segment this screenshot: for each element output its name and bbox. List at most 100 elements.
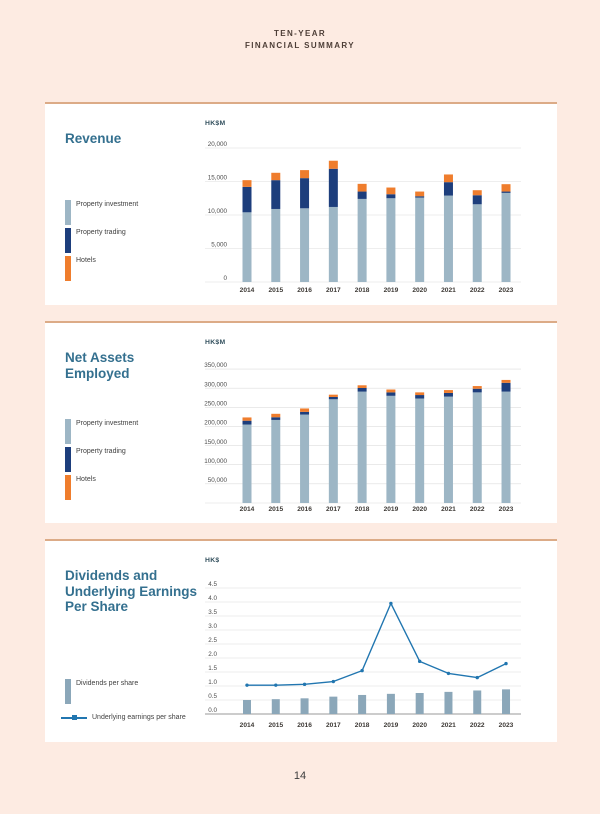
bar-segment xyxy=(443,195,453,282)
x-tick-label: 2017 xyxy=(326,287,341,294)
y-tick-label: 300,000 xyxy=(204,381,227,388)
chart-title-dividends-eps: Dividends and Underlying Earnings Per Sh… xyxy=(65,568,198,615)
net-assets-stacked-bar-chart: 50,000 100,000 150,000 200,000 250,000 300,00… xyxy=(204,362,521,513)
bar-segment xyxy=(386,395,396,503)
x-tick-label: 2019 xyxy=(384,287,399,294)
bar-segment xyxy=(501,184,511,192)
bar-segment xyxy=(415,693,424,714)
bar-segment xyxy=(473,690,482,714)
bar-segment xyxy=(501,379,511,383)
bar-segment xyxy=(300,698,309,714)
bar-segment xyxy=(443,396,453,503)
x-tick-label: 2017 xyxy=(326,506,341,513)
x-tick-label: 2021 xyxy=(441,722,456,729)
bar-segment xyxy=(357,191,367,199)
legend-item-property-investment: Property investment xyxy=(65,419,138,444)
bar-segment xyxy=(357,198,367,282)
data-point-marker xyxy=(475,675,479,680)
data-point-marker xyxy=(274,683,278,687)
bar-segment xyxy=(415,197,425,282)
x-tick-label: 2019 xyxy=(384,722,399,729)
y-tick-label: 200,000 xyxy=(204,420,227,427)
bar-segment xyxy=(242,424,252,503)
bar-segment xyxy=(328,206,338,282)
y-tick-label: 10,000 xyxy=(208,208,228,215)
bar-segment xyxy=(472,388,482,393)
data-point-marker xyxy=(389,601,393,606)
legend-item-property-trading: Property trading xyxy=(65,447,138,472)
x-tick-label: 2015 xyxy=(268,287,283,294)
y-tick-label: 4.0 xyxy=(208,595,217,602)
y-tick-label: 250,000 xyxy=(204,401,227,408)
chart-card-net-assets: Net Assets Employed HK$M Property invest… xyxy=(45,321,557,523)
x-tick-label: 2020 xyxy=(412,506,427,513)
bar-segment xyxy=(415,395,425,399)
bar-segment xyxy=(328,394,338,397)
x-tick-label: 2020 xyxy=(412,287,427,294)
y-tick-label: 1.0 xyxy=(208,679,217,686)
dividends-eps-bar-line-chart: 0.0 0.5 1.0 1.5 2.0 2.5 3.0 3.5 4.0 4.5 2014 2015 20… xyxy=(205,581,521,729)
legend-label: Property trading xyxy=(76,448,126,455)
bar-segment xyxy=(300,408,310,412)
legend-net-assets: Property investment Property trading Hot… xyxy=(65,419,138,500)
bar-segment xyxy=(271,699,280,714)
legend-swatch-property-investment xyxy=(65,419,71,444)
bar-segment xyxy=(443,182,453,196)
bar-segment xyxy=(357,385,367,388)
bar-segment xyxy=(472,190,482,196)
chart-card-revenue: Revenue HK$M Property investment Propert… xyxy=(45,102,557,305)
bar-segment xyxy=(328,396,338,400)
x-tick-label: 2018 xyxy=(355,722,370,729)
page-header: TEN-YEAR FINANCIAL SUMMARY xyxy=(0,28,600,52)
bar-segment xyxy=(501,192,511,282)
x-tick-label: 2022 xyxy=(470,506,485,513)
legend-item-property-investment: Property investment xyxy=(65,200,138,225)
x-tick-label: 2016 xyxy=(297,506,312,513)
bar-segment xyxy=(328,168,338,207)
legend-swatch-hotels xyxy=(65,475,71,500)
x-tick-label: 2017 xyxy=(326,722,341,729)
x-tick-label: 2019 xyxy=(384,506,399,513)
data-point-marker xyxy=(331,679,336,684)
y-tick-label: 50,000 xyxy=(208,477,228,484)
legend-swatch-property-trading xyxy=(65,447,71,472)
revenue-stacked-bar-chart: 0 5,000 10,000 15,000 20,000 2014 2015 2016 2017… xyxy=(205,141,521,294)
legend-swatch-hotels xyxy=(65,256,71,281)
y-axis-unit-dividends-eps: HK$ xyxy=(205,557,220,564)
bar-segment xyxy=(271,413,281,418)
x-tick-label: 2015 xyxy=(268,506,283,513)
legend-label: Property trading xyxy=(76,229,126,236)
data-point-marker xyxy=(417,659,422,664)
bar-segment xyxy=(358,694,367,714)
bar-segment xyxy=(386,693,395,714)
y-tick-label: 0 xyxy=(223,275,227,282)
bar-segment xyxy=(386,187,396,195)
bar-segment xyxy=(271,180,281,209)
bar-segment xyxy=(415,392,425,396)
legend-label: Hotels xyxy=(76,257,96,264)
bar-segment xyxy=(357,391,367,503)
data-point-marker xyxy=(504,661,508,666)
legend-label: Property investment xyxy=(76,201,139,208)
bar-segment xyxy=(386,389,396,393)
x-tick-label: 2015 xyxy=(268,722,283,729)
bar-segment xyxy=(357,387,367,392)
data-point-marker xyxy=(446,671,451,676)
legend-line-marker-icon xyxy=(61,713,87,722)
legend-label: Hotels xyxy=(76,476,96,483)
legend-swatch-property-investment xyxy=(65,200,71,225)
bar-segment xyxy=(415,196,425,198)
bar-segment xyxy=(443,390,453,393)
bar-segment xyxy=(242,420,252,425)
y-tick-label: 3.0 xyxy=(208,623,217,630)
x-tick-label: 2021 xyxy=(441,506,456,513)
line-series xyxy=(247,602,507,686)
y-tick-label: 150,000 xyxy=(204,439,227,446)
y-axis-unit-net-assets: HK$M xyxy=(205,339,226,346)
y-tick-label: 3.5 xyxy=(208,609,217,616)
bar-segment xyxy=(243,700,251,714)
x-tick-label: 2014 xyxy=(240,722,255,729)
page-header-line2: FINANCIAL SUMMARY xyxy=(244,41,356,50)
bar-segment xyxy=(329,696,338,714)
bar-segment xyxy=(472,392,482,503)
